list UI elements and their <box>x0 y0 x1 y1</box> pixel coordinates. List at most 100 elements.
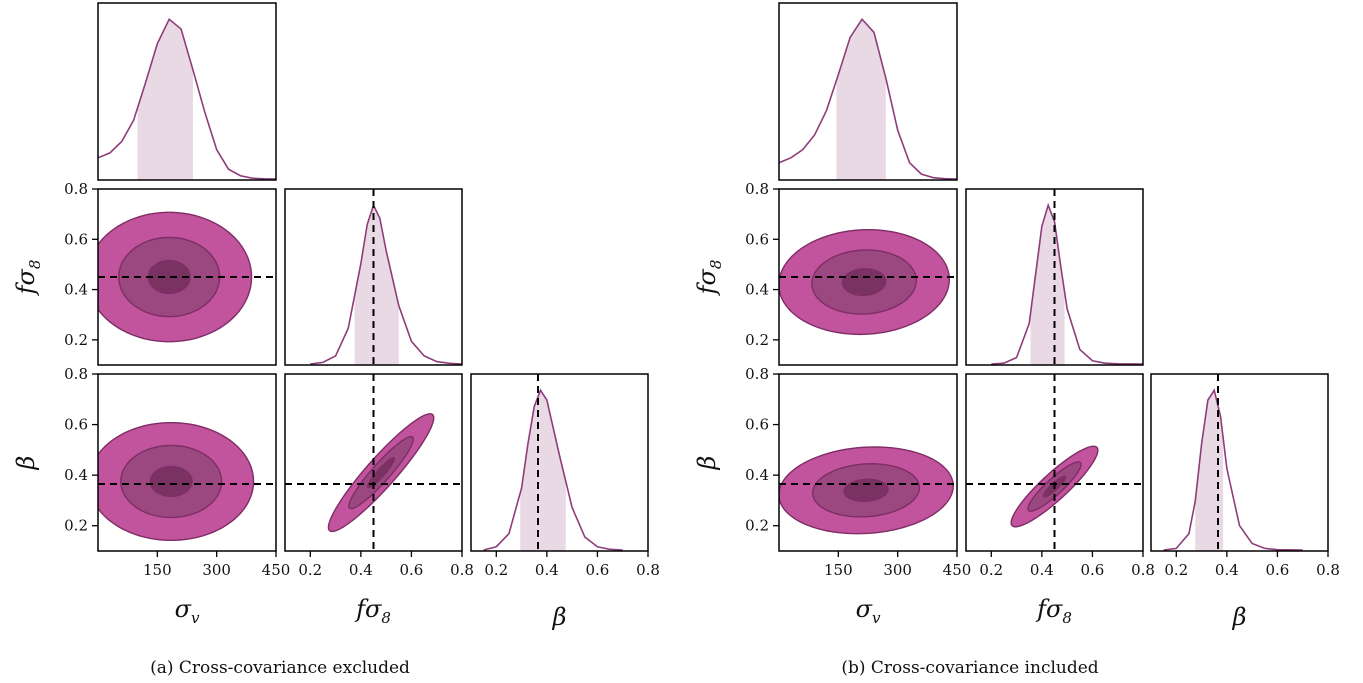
x-axis-label-sigma-v-main: σ <box>175 595 192 623</box>
x-tick-label-fs8-3: 0.8 <box>1131 561 1155 579</box>
panel-frame <box>1150 373 1329 552</box>
interval-band-fs8 <box>1030 205 1065 365</box>
x-axis-label-beta-main: β <box>1232 603 1247 631</box>
panel-content <box>779 17 957 180</box>
panel-a-fs8-beta <box>284 373 463 552</box>
corner-plot-b: 0.2 0.4 0.6 0.8 0.2 0.4 0.6 0.8 150 300 450 0.2 0.4 0… <box>693 2 1340 631</box>
y-tick-label-beta-3: 0.8 <box>64 365 88 383</box>
panel-content <box>310 189 462 365</box>
panel-frame <box>97 2 277 181</box>
y-axis-label-fs8: fσ8 <box>693 260 725 297</box>
panel-content <box>779 446 957 535</box>
contour-inner-sigma_v-beta <box>149 465 193 498</box>
marginal-curve-beta <box>1163 388 1303 551</box>
x-axis-label-fs8: fσ8 <box>354 595 391 627</box>
panel-b-sigma_v-sigma_v <box>778 2 958 181</box>
y-tick-label-fs8-0: 0.2 <box>745 331 769 349</box>
x-axis-label-fs8-main: fσ <box>1035 595 1063 623</box>
contour-inner-sigma_v-beta <box>843 478 889 502</box>
panel-frame <box>778 2 958 181</box>
y-axis-label-fs8-main: fσ <box>693 269 721 297</box>
y-tick-label-beta-2: 0.6 <box>745 416 769 434</box>
y-tick-label-fs8-2: 0.6 <box>745 230 769 248</box>
marginal-curve-sigma_v <box>779 17 957 180</box>
panel-frame <box>97 188 277 366</box>
panel-content <box>483 374 623 551</box>
caption-b: (b) Cross-covariance included <box>841 658 1098 678</box>
x-tick-label-beta-2: 0.6 <box>1265 561 1289 579</box>
x-axis-label-beta: β <box>552 603 567 631</box>
panel-b-sigma_v-fs8 <box>778 188 958 366</box>
panel-a-sigma_v-sigma_v <box>97 2 277 181</box>
x-axis-label-sigma-v-main: σ <box>856 595 873 623</box>
y-tick-label-beta-2: 0.6 <box>64 416 88 434</box>
panel-frame <box>965 188 1144 366</box>
caption-a: (a) Cross-covariance excluded <box>150 658 410 678</box>
y-tick-label-beta-3: 0.8 <box>745 365 769 383</box>
y-tick-label-fs8-2: 0.6 <box>64 230 88 248</box>
x-axis-label-sigma-v: σv <box>175 595 200 627</box>
y-tick-label-fs8-0: 0.2 <box>64 331 88 349</box>
x-axis-label-sigma-v: σv <box>856 595 881 627</box>
x-axis-label-fs8-sub: 8 <box>381 609 391 627</box>
x-tick-label-fs8-0: 0.2 <box>979 561 1003 579</box>
x-axis-label-sigma-v-sub: v <box>872 609 881 627</box>
interval-band-sigma_v <box>137 19 193 180</box>
interval-band-beta <box>1195 390 1224 551</box>
y-axis-label-beta: β <box>12 456 40 471</box>
y-tick-label-beta-1: 0.4 <box>745 466 769 484</box>
y-axis-label-fs8-sub: 8 <box>707 260 725 270</box>
x-tick-label-beta-2: 0.6 <box>585 561 609 579</box>
panel-a-fs8-fs8 <box>284 188 463 366</box>
x-axis-label-beta: β <box>1232 603 1247 631</box>
interval-band-sigma_v <box>836 19 886 180</box>
panel-content <box>98 211 276 343</box>
y-tick-label-fs8-3: 0.8 <box>745 180 769 198</box>
marginal-curve-beta <box>483 388 623 551</box>
panel-frame <box>97 373 277 552</box>
panel-frame <box>778 373 958 552</box>
panel-content <box>779 228 957 336</box>
x-tick-label-fs8-2: 0.6 <box>1080 561 1104 579</box>
x-axis-label-fs8-sub: 8 <box>1062 609 1072 627</box>
marginal-curve-sigma_v <box>98 17 276 180</box>
y-tick-label-fs8-1: 0.4 <box>745 281 769 299</box>
panel-content <box>98 421 276 541</box>
x-tick-label-sigma_v-2: 450 <box>943 561 972 579</box>
panel-b-fs8-fs8 <box>965 188 1144 366</box>
x-tick-label-sigma_v-0: 150 <box>824 561 853 579</box>
panel-b-beta-beta <box>1150 373 1329 552</box>
marginal-curve-fs8 <box>310 203 462 365</box>
panel-a-beta-beta <box>470 373 649 552</box>
x-axis-label-beta-main: β <box>552 603 567 631</box>
panel-content <box>1163 374 1303 551</box>
panel-content <box>991 189 1143 365</box>
y-axis-label-beta-main: β <box>12 456 40 471</box>
interval-band-fs8 <box>354 205 399 365</box>
y-tick-label-beta-0: 0.2 <box>64 517 88 535</box>
x-tick-label-beta-1: 0.4 <box>535 561 559 579</box>
x-tick-label-sigma_v-1: 300 <box>883 561 912 579</box>
y-axis-label-beta: β <box>693 456 721 471</box>
panel-frame <box>284 188 463 366</box>
x-tick-label-beta-0: 0.2 <box>484 561 508 579</box>
panel-frame <box>965 373 1144 552</box>
x-tick-label-sigma_v-1: 300 <box>202 561 231 579</box>
x-tick-label-fs8-1: 0.4 <box>349 561 373 579</box>
panel-frame <box>470 373 649 552</box>
x-axis-label-fs8: fσ8 <box>1035 595 1072 627</box>
x-tick-label-sigma_v-0: 150 <box>143 561 172 579</box>
corner-plot-a: 0.2 0.4 0.6 0.8 0.2 0.4 0.6 0.8 150 300 450 0.2 0.4 0… <box>12 2 660 631</box>
x-tick-label-beta-0: 0.2 <box>1164 561 1188 579</box>
x-axis-label-fs8-main: fσ <box>354 595 382 623</box>
panel-frame <box>284 373 463 552</box>
panel-b-sigma_v-beta <box>778 373 958 552</box>
panel-a-sigma_v-fs8 <box>97 188 277 366</box>
y-tick-label-beta-0: 0.2 <box>745 517 769 535</box>
panel-frame <box>778 188 958 366</box>
x-tick-label-fs8-2: 0.6 <box>399 561 423 579</box>
marginal-curve-fs8 <box>991 202 1143 365</box>
x-tick-label-fs8-3: 0.8 <box>450 561 474 579</box>
panel-content <box>966 374 1143 551</box>
